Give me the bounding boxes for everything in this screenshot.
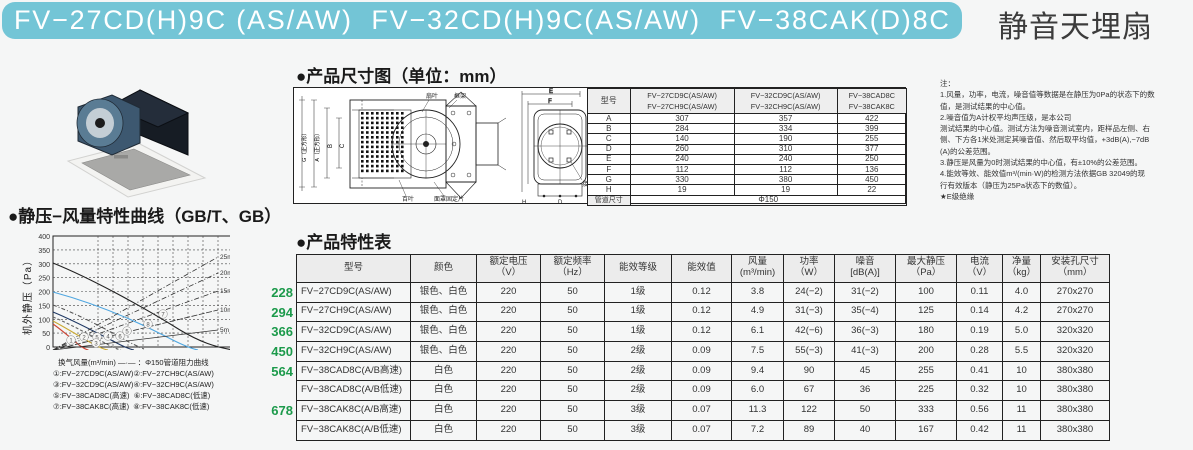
svg-text:200: 200: [38, 290, 50, 297]
svg-text:H: H: [522, 200, 526, 205]
svg-text:100: 100: [38, 317, 50, 324]
svg-text:G（正方形）: G（正方形）: [300, 130, 308, 162]
svg-text:15m: 15m: [220, 288, 230, 295]
svg-text:5m: 5m: [220, 327, 229, 334]
svg-text:300: 300: [38, 262, 50, 269]
svg-text:框架: 框架: [454, 92, 466, 100]
svg-text:F: F: [548, 99, 552, 105]
svg-text:A（正方形）: A（正方形）: [313, 130, 321, 161]
svg-text:20m: 20m: [220, 270, 230, 277]
svg-text:400: 400: [38, 234, 50, 241]
svg-text:C: C: [340, 143, 346, 148]
svg-text:D: D: [558, 200, 563, 205]
svg-text:250: 250: [38, 276, 50, 283]
svg-text:E: E: [549, 89, 553, 95]
svg-text:25m: 25m: [220, 254, 230, 261]
svg-text:扇叶: 扇叶: [426, 92, 438, 100]
svg-text:10m: 10m: [220, 307, 230, 314]
svg-text:接头: 接头: [582, 180, 587, 188]
svg-text:350: 350: [38, 248, 50, 255]
svg-text:百叶: 百叶: [402, 195, 414, 203]
svg-text:面罩固定片: 面罩固定片: [434, 195, 464, 203]
svg-text:0: 0: [46, 345, 50, 350]
svg-text:50: 50: [42, 331, 50, 338]
svg-text:B: B: [328, 144, 334, 148]
svg-text:150: 150: [38, 303, 50, 310]
